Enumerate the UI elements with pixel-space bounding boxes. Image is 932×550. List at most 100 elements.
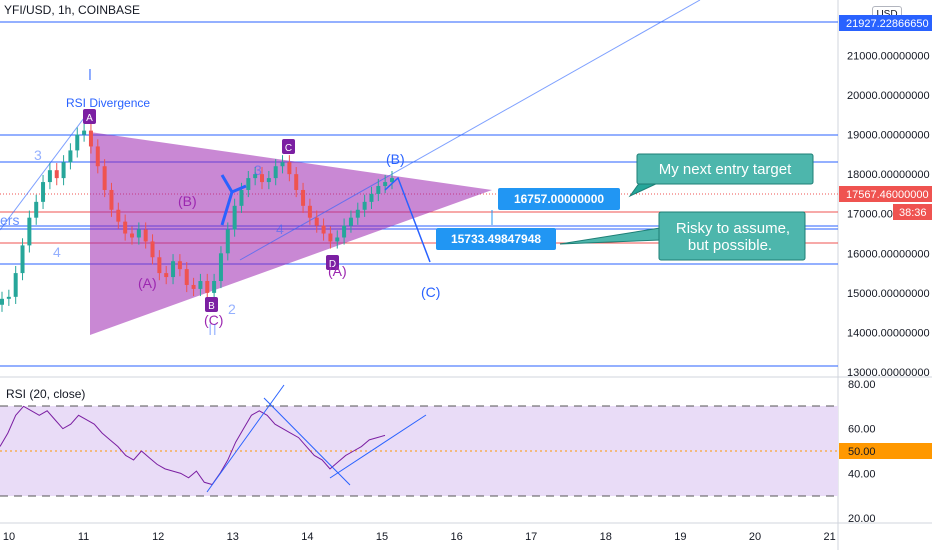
price-tick-label: 13000.00000000 — [847, 367, 930, 379]
rsi-line — [0, 405, 386, 486]
projection-path[interactable] — [384, 176, 431, 263]
candle-body — [116, 209, 121, 222]
candle-body — [143, 229, 148, 242]
candle-body — [301, 189, 306, 206]
candle-body — [41, 182, 46, 202]
rsi-tick-label: 80.00 — [848, 379, 876, 391]
time-axis[interactable]: 10 11 12 13 14 15 16 17 18 19 20 21 — [3, 531, 836, 543]
wave-label-B-mid: (B) — [178, 193, 197, 209]
candle-body — [27, 217, 32, 246]
current-price-text: 17567.46000000 — [846, 189, 929, 201]
candle-body — [390, 178, 394, 183]
candle-body — [95, 146, 100, 167]
candle-body — [362, 201, 367, 210]
candle-body — [6, 296, 11, 299]
target-2-text: 15733.49847948 — [451, 232, 541, 246]
candle-body — [150, 241, 155, 258]
callout-next-entry[interactable]: My next entry target — [628, 153, 814, 198]
callout-2-line2: but possible. — [688, 237, 772, 254]
time-tick-label: 13 — [227, 531, 239, 543]
rsi-divergence-label: RSI Divergence — [66, 96, 150, 110]
candle-body — [218, 253, 223, 282]
candle-body — [184, 269, 189, 285]
target-label-1[interactable]: 16757.00000000 — [498, 188, 620, 210]
target-1-text: 16757.00000000 — [514, 192, 604, 206]
time-tick-label: 15 — [376, 531, 388, 543]
target-label-2[interactable]: 15733.49847948 — [436, 228, 556, 250]
candle-body — [109, 189, 114, 210]
point-marker-a[interactable]: A — [83, 109, 96, 124]
candle-body — [321, 225, 326, 234]
candle-body — [102, 166, 107, 190]
candle-body — [212, 281, 217, 293]
point-a-label: A — [86, 113, 93, 124]
callout-risky[interactable]: Risky to assume, but possible. — [559, 211, 806, 261]
candle-body — [239, 189, 244, 206]
candle-body — [253, 174, 258, 179]
price-axis-top-label: 21927.22866650 — [839, 15, 932, 31]
callout-1-text: My next entry target — [659, 161, 792, 178]
candle-body — [225, 229, 230, 254]
rsi-band-fill — [0, 406, 838, 496]
price-tick-label: 18000.00000000 — [847, 169, 930, 181]
point-marker-b[interactable]: B — [205, 297, 218, 312]
wave-label-3-mid: 3 — [254, 162, 262, 178]
candles-group — [0, 123, 394, 312]
candle-body — [232, 205, 237, 230]
wave-label-4-mid: 4 — [276, 221, 284, 237]
trend-line-ascending[interactable] — [239, 0, 701, 261]
candle-body — [383, 182, 388, 187]
price-tick-label: 21000.00000000 — [847, 50, 930, 62]
price-tick-label: 15000.00000000 — [847, 288, 930, 300]
trend-line-left[interactable] — [0, 109, 91, 231]
wave-label-A-left: (A) — [138, 275, 157, 291]
candle-body — [177, 261, 182, 270]
rsi-tick-label: 60.00 — [848, 424, 876, 436]
candle-body — [246, 178, 251, 190]
wave-label-2: 2 — [228, 301, 236, 317]
wave-label-C-right: (C) — [421, 284, 440, 300]
price-tick-label: 14000.00000000 — [847, 327, 930, 339]
current-price-badge: 17567.46000000 — [839, 186, 932, 202]
candle-body — [198, 281, 203, 289]
candle-body — [0, 298, 4, 305]
time-tick-label: 19 — [674, 531, 686, 543]
rsi-tick-label: 40.00 — [848, 468, 876, 480]
point-marker-d[interactable]: D — [326, 255, 339, 270]
time-tick-label: 16 — [450, 531, 462, 543]
time-tick-label: 18 — [600, 531, 612, 543]
rsi-tick-label: 20.00 — [848, 513, 876, 525]
candle-body — [164, 273, 169, 278]
candle-body — [68, 150, 73, 163]
rsi-current-text: 50.00 — [848, 446, 876, 458]
candle-body — [82, 130, 87, 135]
candle-body — [348, 217, 353, 226]
candle-body — [130, 233, 134, 238]
price-tick-label: 19000.00000000 — [847, 130, 930, 142]
wave-label-3-left: 3 — [34, 147, 42, 163]
candle-body — [328, 233, 333, 242]
candle-body — [369, 193, 374, 202]
point-b-label: B — [208, 301, 215, 312]
rsi-trend-up-2 — [329, 414, 427, 479]
candle-body — [20, 245, 25, 274]
candle-body — [355, 209, 360, 218]
price-tick-label: 16000.00000000 — [847, 248, 930, 260]
wave-label-C-under-b: (C) — [204, 312, 223, 328]
wave-label-A-right: (A) — [328, 263, 347, 279]
candle-body — [266, 178, 271, 183]
time-tick-label: 17 — [525, 531, 537, 543]
point-marker-c[interactable]: C — [282, 139, 295, 154]
wave-label-4-left: 4 — [53, 244, 61, 260]
candle-body — [314, 217, 319, 226]
candle-body — [171, 261, 176, 278]
candle-body — [47, 170, 52, 183]
rsi-axis[interactable]: 80.00 60.00 40.00 20.00 — [848, 379, 876, 525]
rsi-current-badge: 50.00 — [839, 443, 932, 459]
callout-2-line1: Risky to assume, — [676, 220, 790, 237]
candle-body — [287, 162, 292, 175]
wave-label-B-right: (B) — [386, 151, 405, 167]
time-tick-label: 11 — [78, 531, 89, 543]
rsi-indicator-title[interactable]: RSI (20, close) — [6, 387, 86, 401]
